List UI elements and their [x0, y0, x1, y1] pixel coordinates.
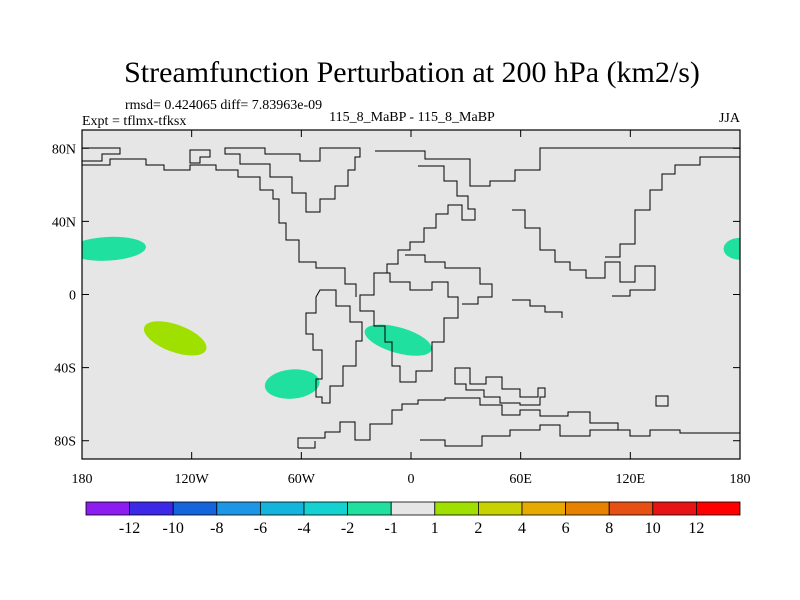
coastline-mediterranean [405, 254, 462, 269]
colorbar-box [608, 501, 654, 516]
anomaly-region-south-pacific-east-negative [264, 369, 320, 399]
stats-label: rmsd= 0.424065 diff= 7.83963e-09 [125, 98, 322, 113]
colorbar-box [390, 501, 436, 516]
colorbar-label: -10 [163, 520, 184, 537]
coastline-antarctic-ice [420, 424, 618, 447]
colorbar-label: 1 [431, 520, 439, 537]
coastline-hudson-bay [189, 149, 211, 164]
colorbar-label: -4 [297, 520, 310, 537]
colorbar-box [565, 501, 610, 516]
coastline-arabia-india [462, 267, 493, 305]
x-tick-label: 60E [509, 472, 532, 487]
axes: 180 120W 60W 0 60E 120E 180 80N 40N 0 40S 80S [52, 130, 751, 487]
coastline-south-america [305, 289, 363, 404]
chart-title: Streamfunction Perturbation at 200 hPa (… [124, 56, 700, 89]
coastline-asia-east [605, 156, 740, 258]
colorbar-label: -2 [341, 520, 354, 537]
colorbar-box [216, 501, 261, 516]
coastline-antarctica [297, 397, 740, 448]
x-tick-label: 120E [616, 472, 646, 487]
x-tick-label: 60W [288, 472, 316, 487]
x-tick-label: 0 [408, 472, 415, 487]
experiment-label: Expt = tflmx-tfksx [82, 114, 186, 129]
coastline-new-zealand [655, 395, 669, 407]
x-tick-label: 180 [72, 472, 93, 487]
y-tick-label: 80S [54, 435, 76, 450]
coastline-antarctic-base [298, 441, 316, 449]
coastline-eurasia-north [375, 147, 740, 187]
comparison-label: 115_8_MaBP - 115_8_MaBP [329, 110, 495, 125]
coastline-arctic-ne-america [82, 147, 121, 162]
coastlines [82, 147, 740, 449]
colorbar-box [477, 501, 523, 516]
colorbar-label: -8 [210, 520, 223, 537]
colorbar-box [696, 501, 741, 516]
colorbar-label: -1 [385, 520, 398, 537]
coastline-south-asia [512, 209, 656, 297]
colorbar-box [652, 501, 697, 516]
colorbar-box [172, 501, 218, 516]
anomaly-region-north-pacific-west-negative [82, 236, 146, 261]
colorbar-label: 12 [688, 520, 704, 537]
plot-background [82, 130, 740, 459]
colorbar: -12 -10 -8 -6 -4 -2 -1 1 2 4 6 8 10 12 [85, 501, 741, 537]
coastline-africa [359, 272, 459, 383]
y-tick-label: 40S [54, 362, 76, 377]
coastline-alaska-canada [82, 158, 330, 269]
coastline-australia [454, 367, 546, 406]
coastline-maritime-continent [512, 299, 563, 318]
season-label: JJA [719, 111, 741, 126]
x-tick-label: 120W [175, 472, 210, 487]
anomaly-region-north-pacific-east-negative [723, 237, 740, 260]
colorbar-box [129, 501, 174, 516]
colorbar-label: 6 [562, 520, 570, 537]
colorbar-box [259, 501, 305, 516]
colorbar-box [434, 501, 479, 516]
y-tick-label: 80N [52, 142, 76, 157]
coastline-greenland [224, 147, 361, 213]
colorbar-label: -6 [254, 520, 267, 537]
anomaly-region-south-atlantic-negative [364, 324, 432, 356]
anomaly-regions [82, 236, 740, 399]
colorbar-box [521, 501, 566, 516]
y-tick-label: 40N [52, 215, 76, 230]
x-tick-label: 180 [730, 472, 751, 487]
colorbar-label: -12 [119, 520, 140, 537]
anomaly-region-south-pacific-positive [143, 321, 207, 356]
coastline-central-america [330, 267, 357, 297]
y-tick-label: 0 [69, 289, 76, 304]
colorbar-box [347, 501, 392, 516]
colorbar-label: 10 [645, 520, 661, 537]
colorbar-label: 4 [518, 520, 526, 537]
colorbar-label: 8 [605, 520, 613, 537]
coastline-europe [374, 165, 476, 274]
colorbar-box [303, 501, 348, 516]
colorbar-box [85, 501, 130, 516]
colorbar-label: 2 [474, 520, 482, 537]
